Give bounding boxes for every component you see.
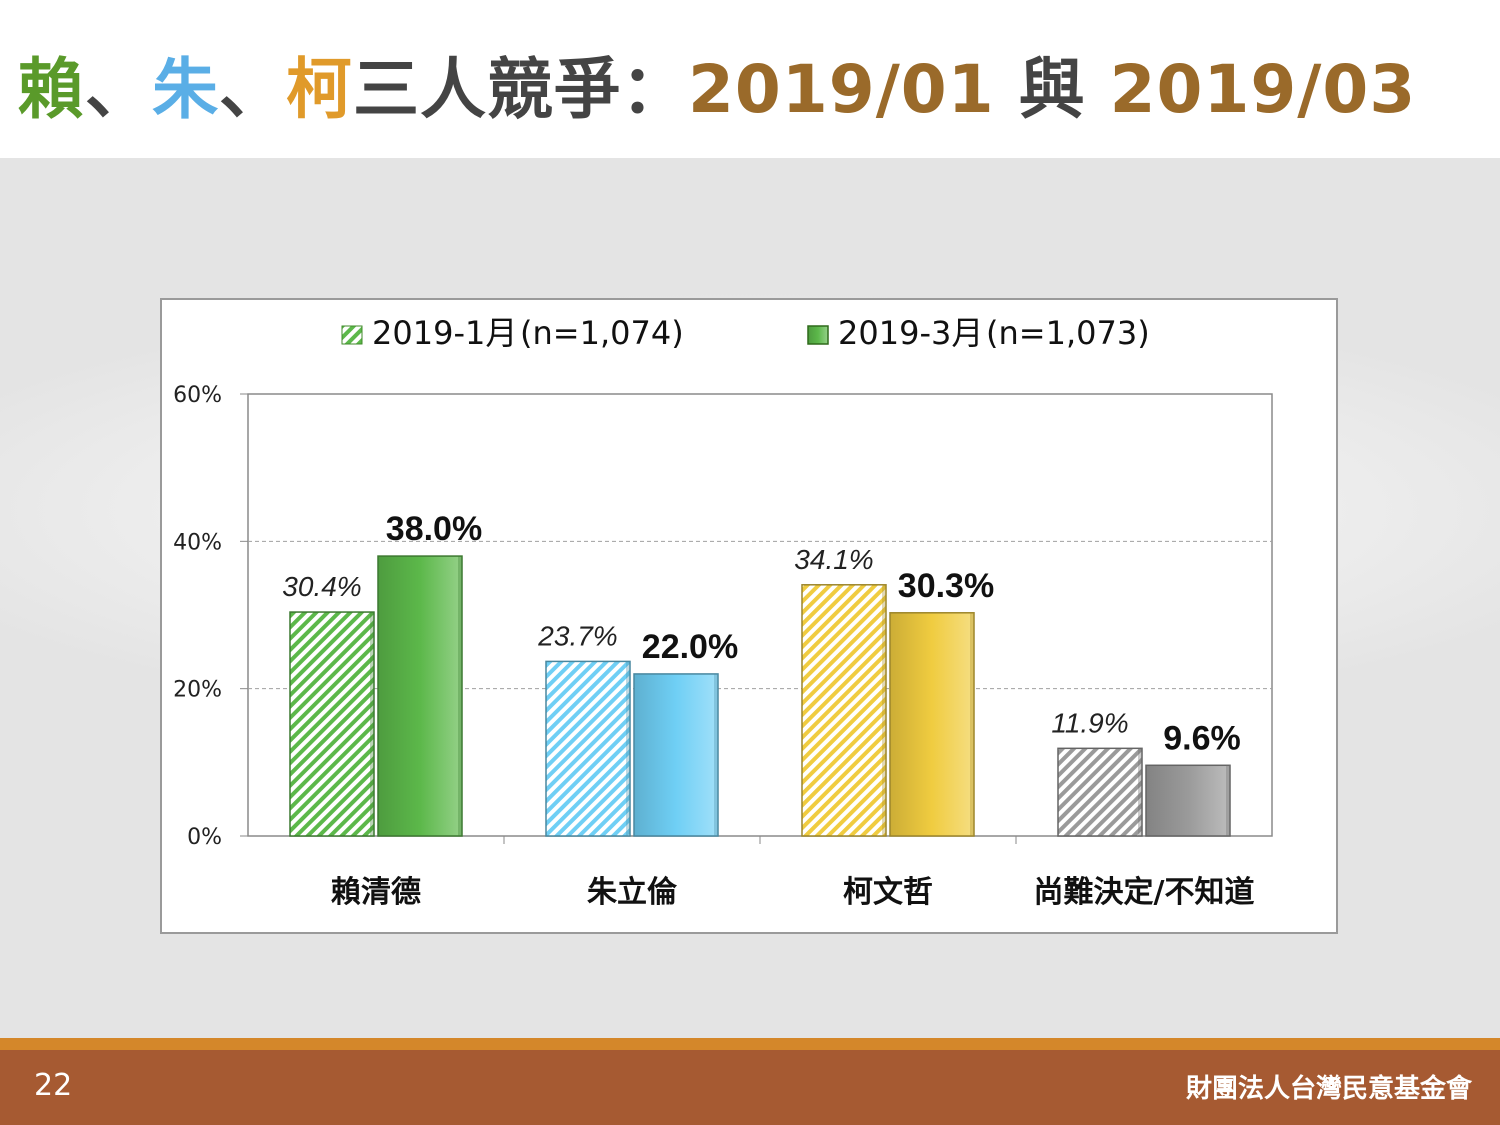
bar-edge [970,612,974,836]
page-number: 22 [34,1068,73,1103]
title-bar: 賴、朱、柯三人競爭：2019/01 與 2019/03 [0,0,1500,158]
data-label: 30.4% [282,571,361,602]
title-part: 朱 [152,51,219,128]
bar [377,555,463,837]
data-label: 30.3% [898,567,994,605]
title-part: 、 [85,51,152,128]
page-title: 賴、朱、柯三人競爭：2019/01 與 2019/03 [18,40,1416,140]
data-label: 34.1% [794,544,873,575]
bar-edge [626,661,630,836]
bar-edge [458,556,462,836]
organization-name: 財團法人台灣民意基金會 [1185,1074,1472,1104]
legend-swatch [807,325,829,345]
bar-edge [882,584,886,836]
legend-sample-size: (n=1,073) [986,314,1150,352]
x-category-label: 朱立倫 [587,875,678,910]
bar [1145,764,1231,837]
bar-edge [1138,748,1142,836]
title-part: 與 [1018,51,1110,128]
bar-chart: 0% 20% 40% 60% 賴清德 30.4% 38.0% 朱立倫 23.7% 22.0% 柯文哲… [173,314,1273,910]
bar [289,611,375,837]
bar-edge [1226,765,1230,836]
x-category-label: 賴清德 [331,875,421,910]
data-label: 23.7% [537,620,617,651]
y-tick-label: 60% [173,383,222,408]
chart-container: 0% 20% 40% 60% 賴清德 30.4% 38.0% 朱立倫 23.7% 22.0% 柯文哲… [160,298,1338,934]
y-tick-label: 20% [173,678,222,703]
title-part: 三人競爭： [353,51,688,128]
x-category-label: 尚難決定/不知道 [1034,875,1255,910]
data-label: 9.6% [1163,719,1241,757]
bar-edge [370,612,374,836]
title-part: 賴 [18,51,85,128]
data-label: 11.9% [1051,707,1128,738]
x-category-label: 柯文哲 [843,875,933,910]
title-part: 柯 [286,51,353,128]
legend-swatch [341,325,363,345]
data-label: 38.0% [386,510,482,548]
bar [1057,747,1143,837]
y-tick-label: 40% [173,530,222,555]
footer-accent-line [0,1038,1500,1050]
legend-sample-size: (n=1,074) [520,314,684,352]
bar-edge [714,673,718,836]
bar [889,612,975,837]
legend-label: 2019-1月 [372,314,517,352]
bar [801,584,887,837]
title-part: 2019/01 [688,51,1019,128]
bar [633,673,719,837]
title-part: 、 [219,51,286,128]
data-label: 22.0% [642,628,738,666]
bar [545,660,631,837]
legend-label: 2019-3月 [838,314,983,352]
title-part: 2019/03 [1109,51,1417,128]
y-tick-label: 0% [187,825,222,850]
footer-bar: 22 財團法人台灣民意基金會 [0,1050,1500,1125]
